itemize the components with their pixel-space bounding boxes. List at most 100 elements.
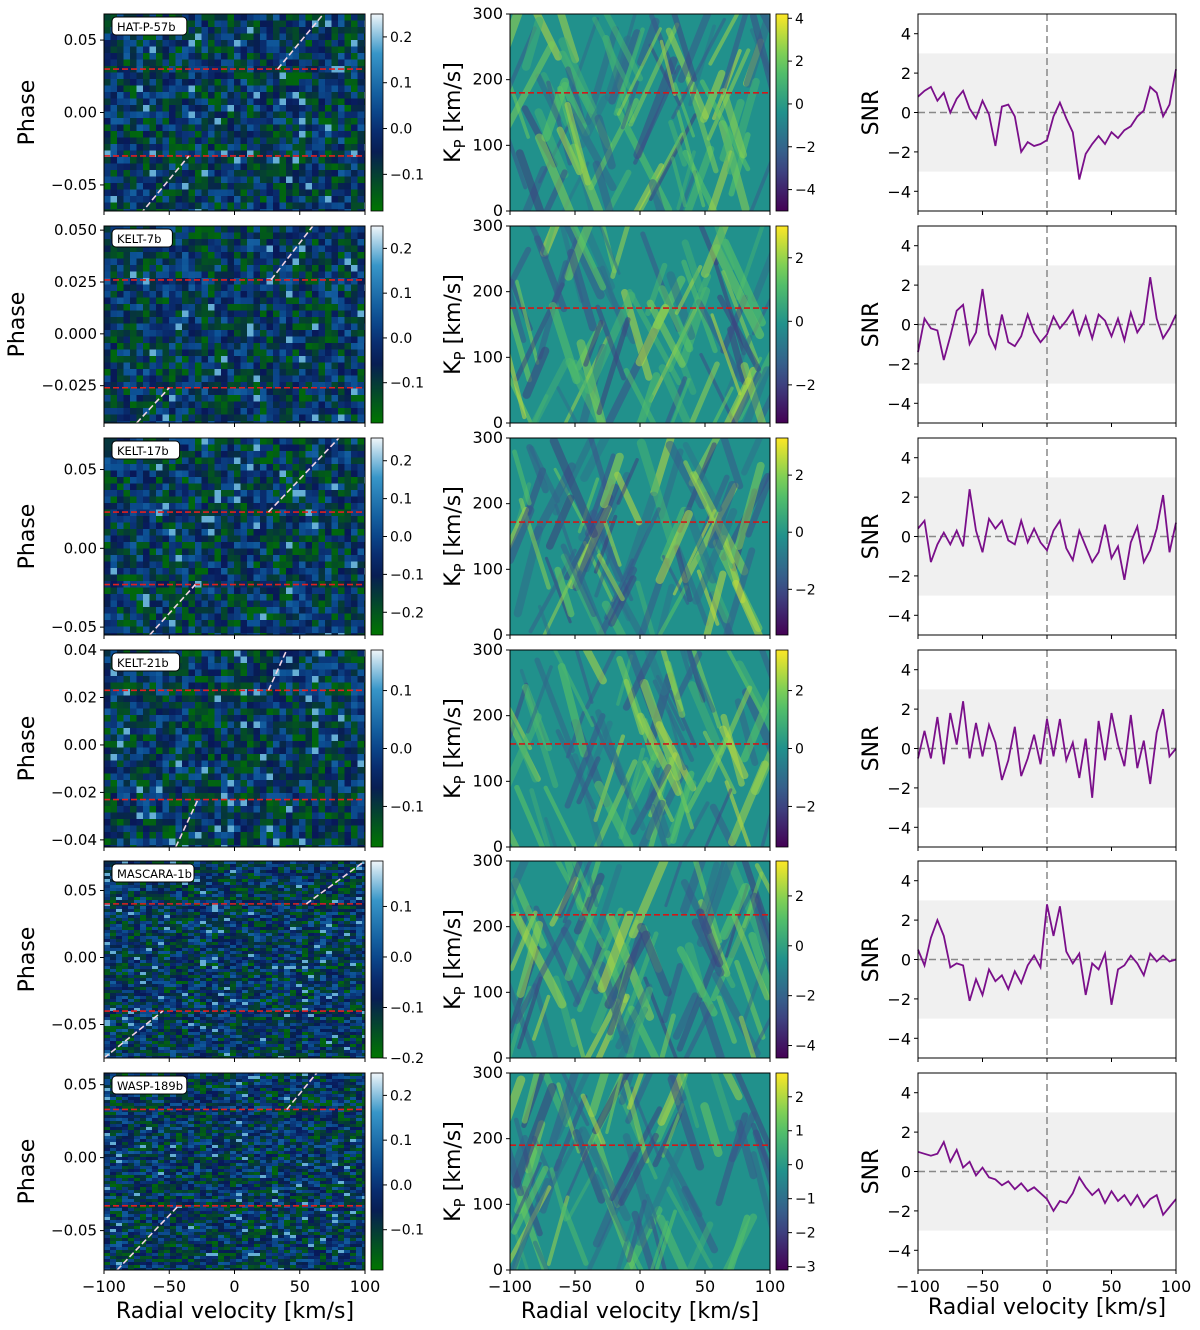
colorbar-tick-label: −1 bbox=[795, 1192, 816, 1208]
x-tick-label: −100 bbox=[488, 1277, 532, 1296]
y-tick-label: −0.02 bbox=[51, 783, 97, 801]
snr-y-axis-label: SNR bbox=[859, 726, 884, 772]
y-tick-label: 2 bbox=[901, 700, 911, 719]
y-tick-label: 200 bbox=[472, 917, 503, 936]
planet-label: HAT-P-57b bbox=[111, 16, 188, 36]
phase-y-axis-label: Phase bbox=[15, 80, 40, 146]
y-tick-label: −4 bbox=[887, 606, 911, 625]
planet-label: KELT-7b bbox=[111, 228, 173, 248]
x-tick-label: 0 bbox=[229, 1277, 239, 1296]
colorbar-tick-label: −0.2 bbox=[390, 605, 424, 621]
planet-label-text: WASP-189b bbox=[117, 1079, 183, 1093]
colorbar-tick-label: 0.0 bbox=[390, 331, 412, 347]
y-tick-label: −2 bbox=[887, 567, 911, 586]
x-tick-label: 100 bbox=[1161, 1277, 1192, 1296]
y-tick-label: 200 bbox=[472, 70, 503, 89]
y-tick-label: 0 bbox=[901, 528, 911, 547]
y-tick-label: −0.05 bbox=[51, 1222, 97, 1240]
kp-y-axis-label: KP [km/s] bbox=[441, 909, 469, 1010]
colorbar bbox=[775, 1072, 789, 1271]
colorbar-tick-label: 2 bbox=[795, 684, 804, 700]
y-tick-label: 4 bbox=[901, 1084, 911, 1103]
planet-trail-line bbox=[141, 155, 190, 211]
y-tick-label: 200 bbox=[472, 282, 503, 301]
y-tick-label: −2 bbox=[887, 990, 911, 1009]
phase-y-axis-label: Phase bbox=[5, 292, 30, 358]
colorbar-tick-label: 2 bbox=[795, 251, 804, 267]
kp-y-axis-label: KP [km/s] bbox=[441, 1121, 469, 1222]
snr-y-axis-label: SNR bbox=[859, 90, 884, 136]
y-tick-label: 100 bbox=[472, 1194, 503, 1213]
y-tick-label: −4 bbox=[887, 1029, 911, 1048]
x-axis-labels: Radial velocity [km/s] Radial velocity [… bbox=[116, 1295, 1166, 1324]
colorbar bbox=[775, 649, 789, 848]
kp-map bbox=[510, 1073, 770, 1270]
colorbar-tick-label: 0.2 bbox=[390, 1088, 412, 1104]
kp-map bbox=[510, 226, 770, 423]
phase-heatmap bbox=[104, 650, 365, 847]
colorbar-tick-label: 0.2 bbox=[390, 241, 412, 257]
y-tick-label: 100 bbox=[472, 559, 503, 578]
colorbar-tick-label: 0.0 bbox=[390, 742, 412, 758]
colorbar-tick-label: 0.1 bbox=[390, 76, 412, 92]
kp-map bbox=[510, 438, 770, 635]
y-tick-label: −0.04 bbox=[51, 831, 97, 849]
colorbar-tick-label: −0.2 bbox=[390, 1051, 424, 1067]
colorbar-tick-label: −4 bbox=[795, 1039, 816, 1055]
x-tick-label: −50 bbox=[558, 1277, 592, 1296]
colorbar-tick-label: 2 bbox=[795, 54, 804, 70]
phase-y-axis-label: Phase bbox=[15, 927, 40, 993]
kp-map bbox=[510, 650, 770, 847]
x-tick-label: 50 bbox=[695, 1277, 715, 1296]
planet-trail-line bbox=[267, 650, 288, 691]
colorbar-tick-label: 0.2 bbox=[390, 30, 412, 46]
phase-y-axis-label: Phase bbox=[15, 1139, 40, 1205]
colorbar bbox=[775, 860, 789, 1059]
row-mascara-1b: MASCARA-1b 0.05 0.00 −0.05 Phase 0.1 0.0 −0.1 −0… bbox=[15, 851, 1177, 1067]
planet-label: MASCARA-1b bbox=[111, 863, 195, 883]
colorbar-tick-label: 0.1 bbox=[390, 899, 412, 915]
snr-y-axis-label: SNR bbox=[859, 937, 884, 983]
colorbar-tick-label: −2 bbox=[795, 989, 816, 1005]
planet-label-text: HAT-P-57b bbox=[117, 20, 176, 34]
y-tick-label: −0.025 bbox=[41, 377, 97, 395]
colorbar-tick-label: −2 bbox=[795, 378, 816, 394]
y-tick-label: 4 bbox=[901, 25, 911, 44]
colorbar bbox=[775, 437, 789, 636]
y-tick-label: 0.05 bbox=[64, 31, 97, 49]
y-tick-label: 0 bbox=[493, 837, 503, 856]
planet-trail-line bbox=[276, 14, 325, 70]
x-tick-label: 0 bbox=[1042, 1277, 1052, 1296]
planet-trail-line bbox=[149, 584, 196, 635]
y-tick-label: 0.00 bbox=[64, 736, 97, 754]
colorbar-tick-label: 0.1 bbox=[390, 684, 412, 700]
colorbar-tick-label: −2 bbox=[795, 1226, 816, 1242]
colorbar bbox=[775, 225, 789, 424]
colorbar-tick-label: 0.1 bbox=[390, 286, 412, 302]
y-tick-label: 100 bbox=[472, 771, 503, 790]
y-tick-label: 2 bbox=[901, 488, 911, 507]
y-tick-label: −2 bbox=[887, 355, 911, 374]
y-tick-label: −2 bbox=[887, 779, 911, 798]
y-tick-label: −4 bbox=[887, 182, 911, 201]
phase-heatmap bbox=[104, 1073, 365, 1270]
y-tick-label: 0 bbox=[493, 413, 503, 432]
colorbar-tick-label: −0.1 bbox=[390, 567, 424, 583]
y-tick-label: 200 bbox=[472, 1129, 503, 1148]
y-tick-label: 0.000 bbox=[54, 325, 97, 343]
colorbar-tick-label: −0.1 bbox=[390, 1223, 424, 1239]
y-tick-label: 0 bbox=[493, 625, 503, 644]
y-tick-label: 0 bbox=[493, 1048, 503, 1067]
colorbar-tick-label: −0.1 bbox=[390, 1000, 424, 1016]
y-tick-label: −0.05 bbox=[51, 1015, 97, 1033]
snr-curve bbox=[917, 1139, 1177, 1217]
row-kelt-7b: KELT-7b0.0500.0250.000−0.025Phase0.20.10… bbox=[5, 216, 1177, 432]
y-tick-label: 100 bbox=[472, 135, 503, 154]
y-tick-label: 0 bbox=[901, 740, 911, 759]
planet-trail-line bbox=[136, 387, 170, 423]
y-tick-label: 300 bbox=[472, 428, 503, 447]
planet-label-text: KELT-17b bbox=[117, 444, 169, 458]
y-tick-label: 0.05 bbox=[64, 1076, 97, 1094]
y-tick-label: −2 bbox=[887, 143, 911, 162]
